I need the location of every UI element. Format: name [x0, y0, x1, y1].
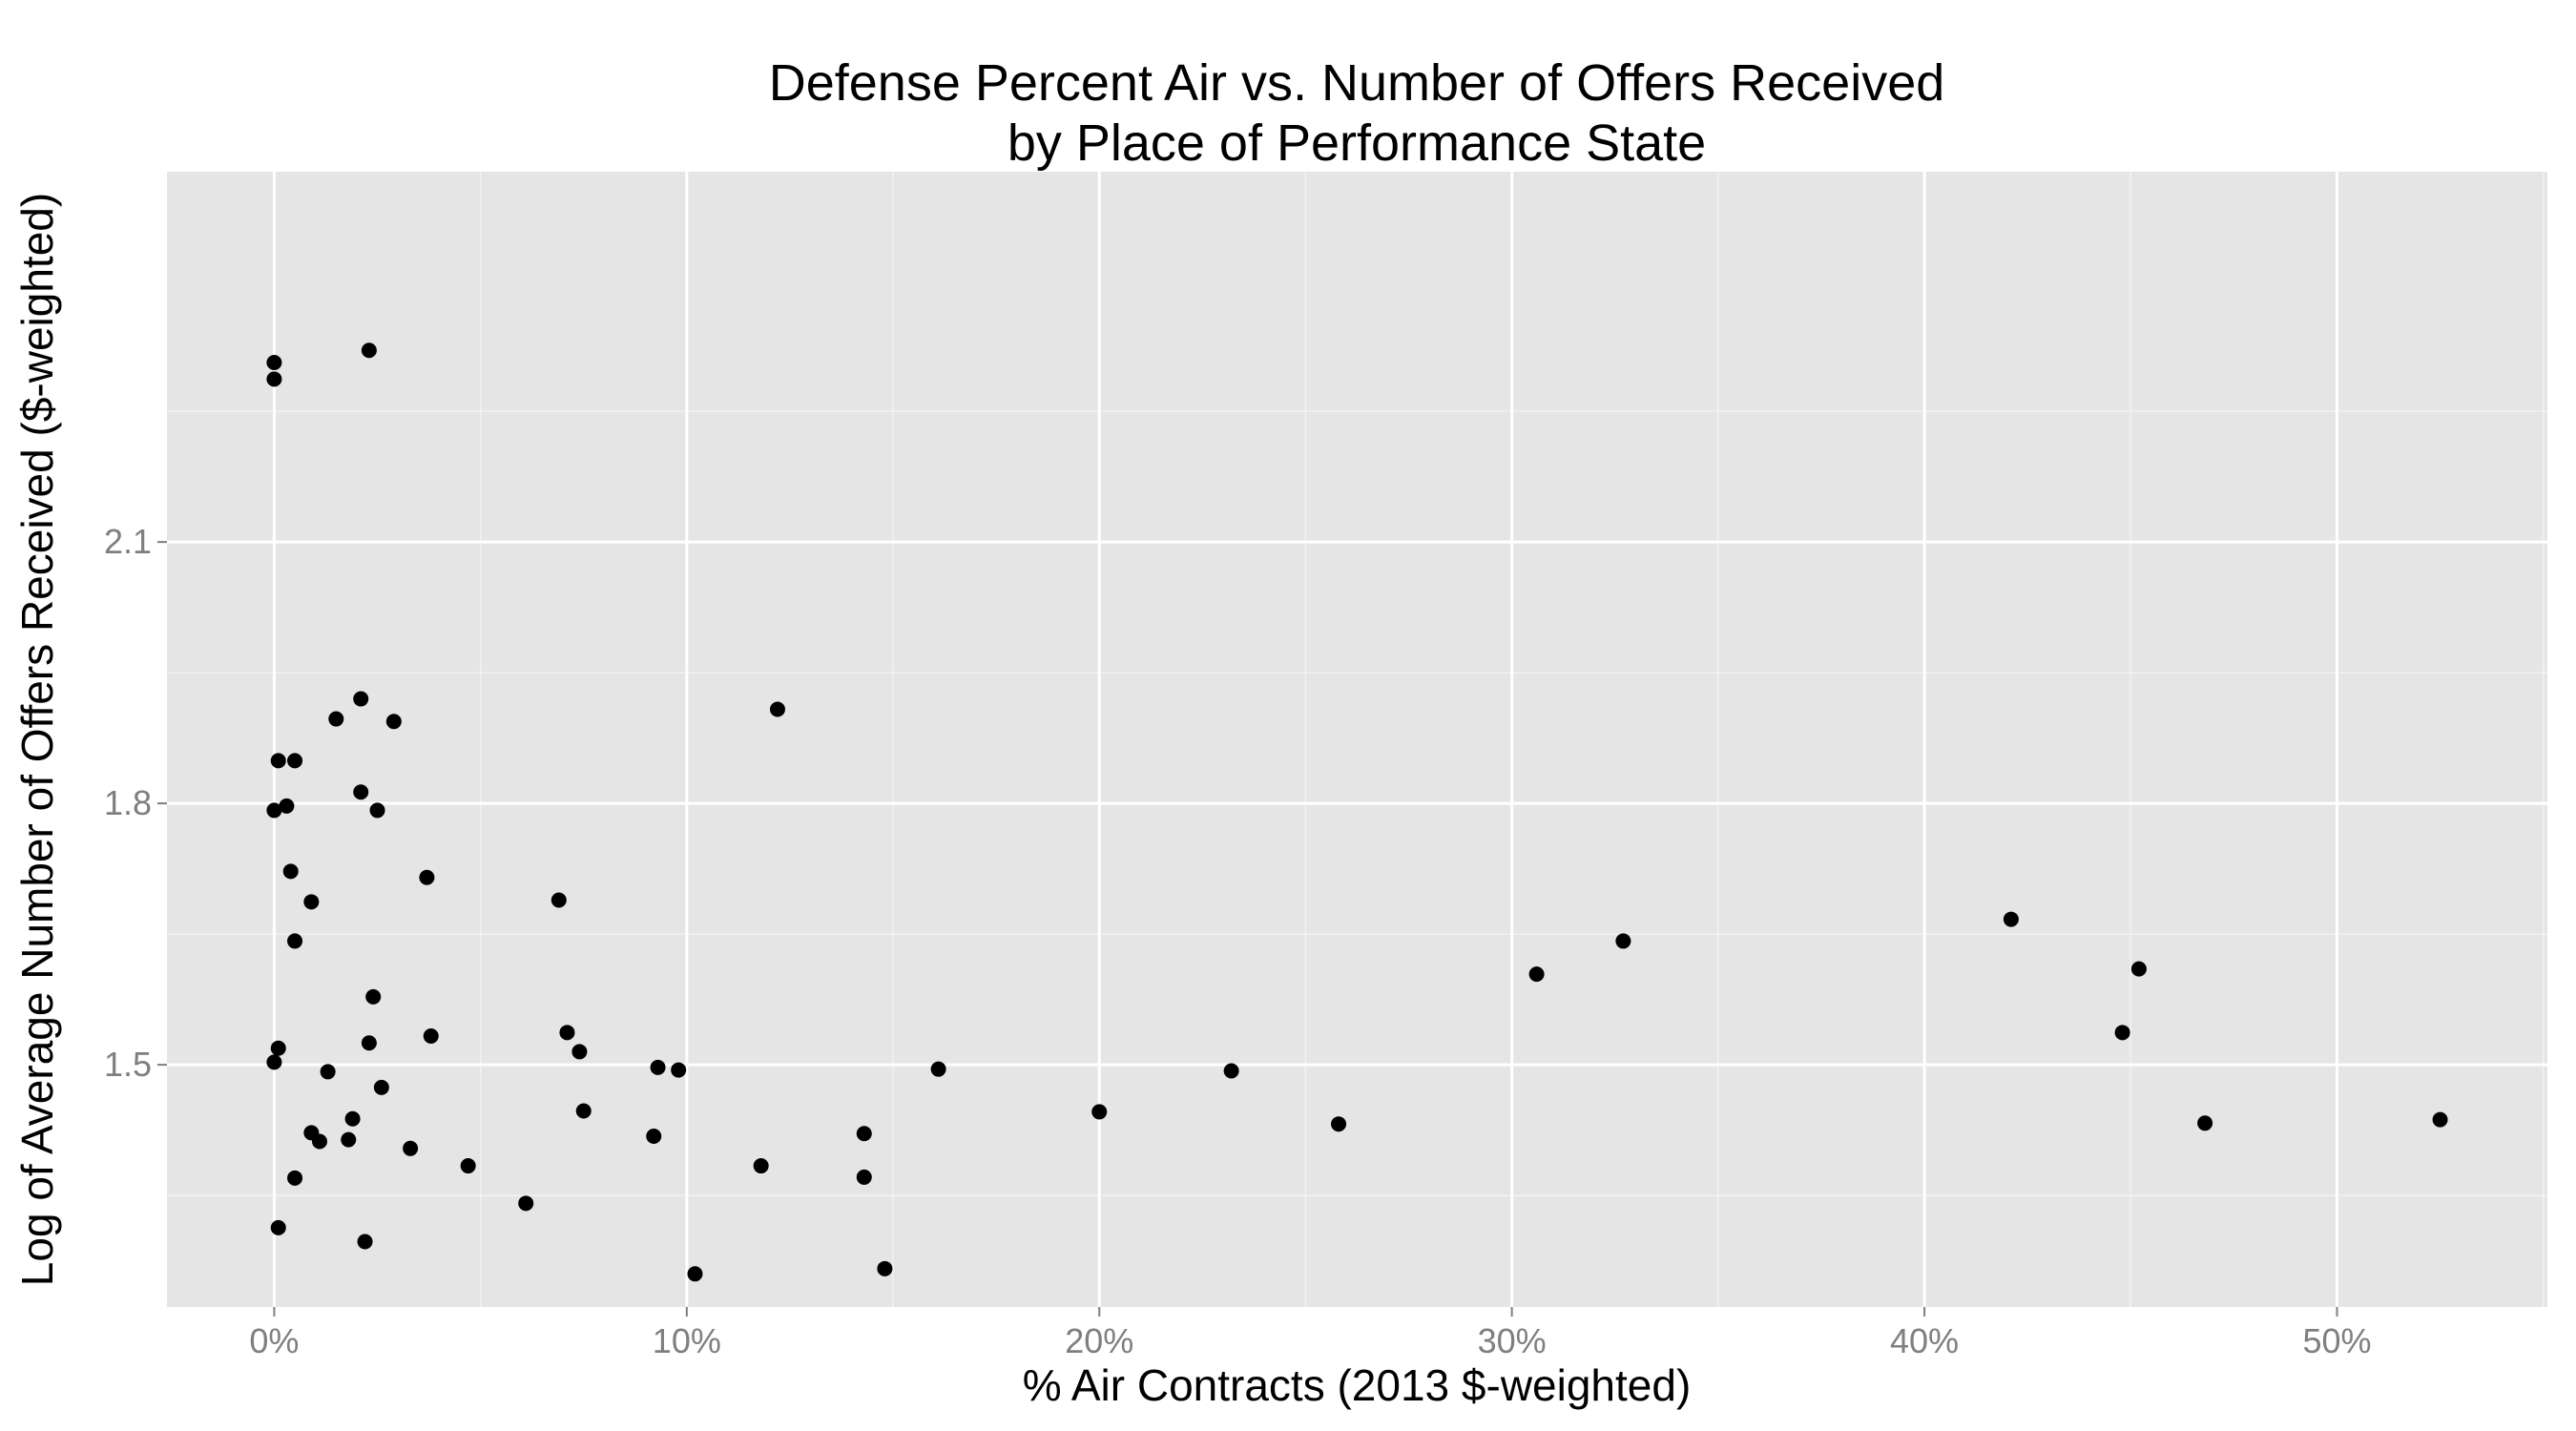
data-point	[650, 1059, 666, 1075]
y-tick-label: 1.8	[104, 783, 152, 822]
x-tick-label: 0%	[249, 1321, 299, 1360]
data-point	[266, 371, 282, 387]
data-point	[671, 1062, 687, 1078]
data-point	[2130, 961, 2147, 977]
x-tick-label: 30%	[1478, 1321, 1547, 1360]
data-point	[266, 355, 282, 371]
data-point	[344, 1110, 361, 1127]
data-point	[1615, 933, 1631, 949]
chart-subtitle: by Place of Performance State	[1008, 114, 1706, 172]
data-point	[1091, 1104, 1108, 1120]
x-tick-label: 50%	[2302, 1321, 2371, 1360]
data-point	[266, 1054, 282, 1070]
data-point	[551, 892, 567, 908]
data-point	[559, 1025, 575, 1041]
data-point	[2197, 1115, 2213, 1131]
x-tick-label: 10%	[653, 1321, 721, 1360]
data-point	[357, 1234, 373, 1250]
chart-title: Defense Percent Air vs. Number of Offers…	[769, 54, 1945, 112]
data-point	[361, 1035, 377, 1051]
data-point	[856, 1169, 872, 1185]
grid-major	[167, 172, 2547, 1307]
data-point	[460, 1158, 476, 1174]
data-point	[270, 1040, 286, 1056]
data-point	[303, 894, 320, 910]
data-points	[266, 342, 2448, 1282]
data-point	[287, 933, 303, 949]
data-point	[311, 1133, 327, 1150]
x-axis-title: % Air Contracts (2013 $-weighted)	[1023, 1360, 1692, 1410]
data-point	[369, 802, 385, 819]
data-point	[279, 798, 295, 814]
plot-panel	[167, 172, 2547, 1307]
data-point	[2003, 911, 2019, 927]
data-point	[518, 1195, 534, 1212]
data-point	[877, 1260, 893, 1276]
data-point	[282, 863, 299, 880]
data-point	[385, 714, 402, 730]
data-point	[266, 802, 282, 819]
data-point	[270, 753, 286, 769]
data-point	[1331, 1116, 1347, 1132]
data-point	[419, 869, 435, 885]
data-point	[1528, 966, 1545, 983]
data-point	[328, 711, 344, 727]
data-point	[361, 342, 377, 359]
data-point	[571, 1044, 588, 1060]
data-point	[2114, 1025, 2130, 1041]
x-axis-ticks: 0% 10% 20% 30% 40% 50%	[249, 1307, 2372, 1360]
y-axis-title: Log of Average Number of Offers Received…	[12, 193, 62, 1286]
data-point	[575, 1103, 592, 1119]
y-tick-label: 2.1	[104, 522, 152, 561]
data-point	[687, 1266, 703, 1282]
data-point	[353, 784, 369, 800]
x-tick-label: 20%	[1065, 1321, 1133, 1360]
data-point	[1223, 1063, 1239, 1079]
y-axis-ticks: 1.5 1.8 2.1	[104, 522, 167, 1084]
data-point	[341, 1131, 357, 1148]
y-tick-label: 1.5	[104, 1045, 152, 1084]
data-point	[753, 1158, 769, 1174]
data-point	[856, 1126, 872, 1142]
data-point	[403, 1140, 419, 1156]
grid-minor	[167, 172, 2547, 1307]
data-point	[353, 691, 369, 707]
data-point	[769, 701, 785, 717]
x-tick-label: 40%	[1890, 1321, 1959, 1360]
data-point	[365, 988, 382, 1005]
data-point	[287, 1170, 303, 1186]
data-point	[320, 1064, 336, 1080]
data-point	[423, 1027, 439, 1044]
data-point	[930, 1061, 946, 1077]
data-point	[270, 1219, 286, 1235]
data-point	[373, 1079, 389, 1095]
data-point	[646, 1128, 662, 1144]
data-point	[287, 753, 303, 769]
data-point	[2432, 1111, 2448, 1128]
